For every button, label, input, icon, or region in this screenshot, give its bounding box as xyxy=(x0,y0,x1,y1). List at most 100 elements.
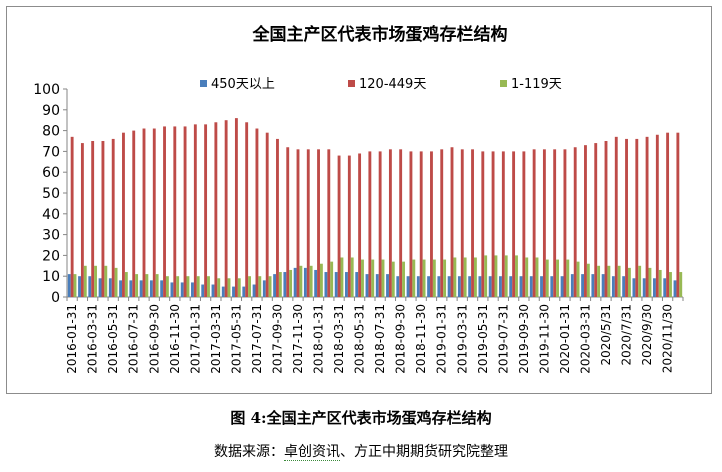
bar xyxy=(391,261,395,297)
bar xyxy=(245,122,249,297)
bar xyxy=(98,278,102,297)
bar xyxy=(276,138,279,297)
bar xyxy=(419,151,423,297)
x-tick-label: 2017-07-31 xyxy=(250,304,264,374)
bar xyxy=(268,276,272,297)
bar xyxy=(289,269,293,297)
bar xyxy=(252,284,256,297)
x-tick-label: 2017-03-31 xyxy=(209,304,223,374)
bar xyxy=(278,272,282,297)
bar xyxy=(163,126,166,297)
bar xyxy=(542,149,546,297)
bar xyxy=(632,278,636,297)
bar xyxy=(453,257,457,297)
x-tick-label: 2018-01-31 xyxy=(312,304,326,374)
bar xyxy=(299,265,303,297)
bar xyxy=(303,267,307,297)
bar xyxy=(91,141,95,297)
bar xyxy=(67,274,71,297)
bar xyxy=(337,155,341,297)
bar xyxy=(501,151,505,297)
bar xyxy=(388,149,392,297)
bar xyxy=(378,151,382,297)
bar xyxy=(584,145,587,297)
bar xyxy=(317,149,320,297)
bar xyxy=(437,276,441,297)
bar xyxy=(324,272,328,297)
bar xyxy=(180,282,184,297)
bar xyxy=(573,147,577,297)
y-tick-label: 50 xyxy=(42,186,60,202)
bar xyxy=(149,280,153,297)
bar xyxy=(386,274,389,297)
x-tick-label: 2020/9/30 xyxy=(640,304,654,366)
bar xyxy=(381,259,385,297)
y-tick-label: 100 xyxy=(33,82,60,98)
bar xyxy=(242,286,246,297)
bar xyxy=(586,263,590,297)
bar xyxy=(399,149,403,297)
bar xyxy=(625,138,628,297)
bar xyxy=(457,276,461,297)
bar xyxy=(617,265,621,297)
bar xyxy=(217,278,221,297)
x-tick-label: 2019-11-30 xyxy=(537,304,551,374)
bar xyxy=(327,149,331,297)
x-tick-label: 2017-05-31 xyxy=(229,304,243,374)
bar xyxy=(402,261,405,297)
y-tick-label: 90 xyxy=(42,103,60,119)
bar xyxy=(132,130,136,297)
bar xyxy=(119,280,123,297)
x-tick-label: 2018-07-31 xyxy=(373,304,387,374)
bar xyxy=(471,149,474,297)
y-tick-label: 60 xyxy=(42,165,60,181)
x-tick-label: 2018-09-30 xyxy=(394,304,408,374)
bar xyxy=(563,149,567,297)
bar xyxy=(509,276,513,297)
bar xyxy=(204,124,208,297)
bar xyxy=(139,280,143,297)
bar xyxy=(191,282,194,297)
bar xyxy=(196,276,200,297)
bar xyxy=(207,276,210,297)
x-tick-label: 2016-05-31 xyxy=(106,304,120,374)
x-tick-label: 2019-05-31 xyxy=(476,304,490,374)
bar xyxy=(504,255,508,297)
bar xyxy=(368,151,372,297)
figure-caption: 图 4:全国主产区代表市场蛋鸡存栏结构 xyxy=(230,409,492,427)
bar xyxy=(550,276,554,297)
bar xyxy=(255,128,259,297)
bar xyxy=(334,272,338,297)
bar xyxy=(314,269,318,297)
bar xyxy=(484,255,488,297)
bar xyxy=(440,149,444,297)
bar xyxy=(358,153,362,297)
bar xyxy=(201,284,205,297)
bar xyxy=(663,278,667,297)
y-tick-label: 30 xyxy=(42,228,60,244)
x-tick-label: 2018-11-30 xyxy=(414,304,428,374)
bar xyxy=(232,286,235,297)
bar xyxy=(152,128,156,297)
bar xyxy=(111,138,115,297)
bar xyxy=(611,276,615,297)
bar xyxy=(73,274,77,297)
source-suffix: 、方正中期期货研究院整理 xyxy=(340,444,508,460)
y-tick-label: 80 xyxy=(42,124,60,140)
bar xyxy=(645,136,649,297)
bar xyxy=(604,141,608,297)
x-tick-label: 2016-03-31 xyxy=(86,304,100,374)
bar xyxy=(365,274,369,297)
bar xyxy=(597,265,601,297)
bar xyxy=(443,259,447,297)
bar xyxy=(679,272,683,297)
x-tick-label: 2020/5/31 xyxy=(599,304,613,366)
legend-label: 120-449天 xyxy=(359,77,426,92)
bar xyxy=(488,276,492,297)
bar xyxy=(227,278,231,297)
bar xyxy=(286,147,290,297)
bar xyxy=(211,284,215,297)
bar xyxy=(173,126,177,297)
bar xyxy=(669,272,672,297)
bar xyxy=(293,267,297,297)
